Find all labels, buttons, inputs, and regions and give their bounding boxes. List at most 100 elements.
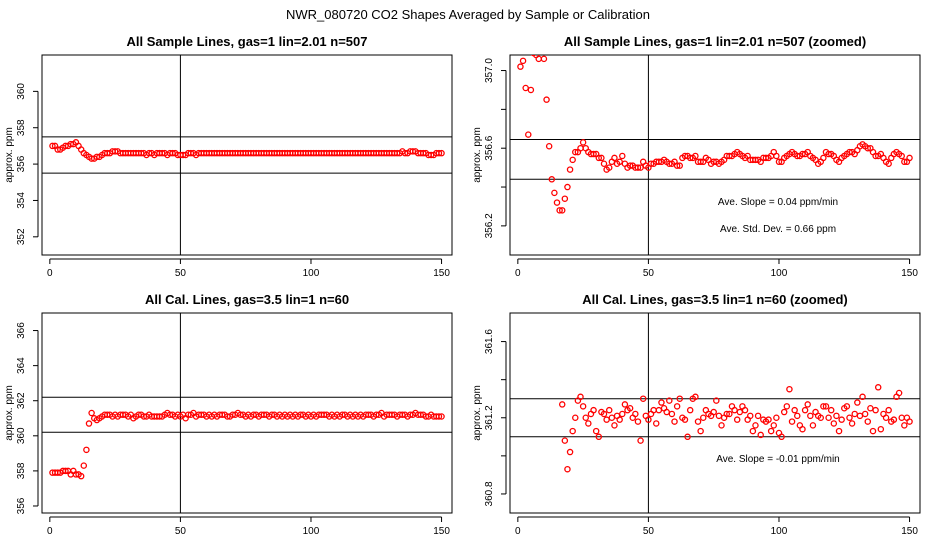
data-point <box>605 164 613 171</box>
data-point <box>637 164 644 171</box>
x-tick-label: 50 <box>175 526 187 537</box>
data-point <box>694 418 702 425</box>
data-point <box>794 152 801 160</box>
data-point <box>561 195 569 202</box>
data-point <box>890 416 898 423</box>
data-point <box>757 431 764 439</box>
y-tick-label: 356.2 <box>484 213 495 238</box>
data-point <box>83 446 90 454</box>
plot-frame <box>509 54 921 256</box>
x-tick-label: 150 <box>433 268 450 279</box>
data-point <box>885 160 892 167</box>
data-point <box>859 393 866 401</box>
y-axis-label: approx. ppm <box>472 127 483 183</box>
data-point <box>718 422 725 429</box>
data-point <box>435 149 443 157</box>
y-axis: 356.2 356.6 357.0 <box>484 58 507 238</box>
y-axis: 356 358 360 362 364 366 <box>16 322 39 514</box>
data-point <box>62 467 69 475</box>
data-point <box>754 412 762 420</box>
y-tick-label: 356 <box>16 155 27 172</box>
data-point <box>762 154 770 162</box>
x-tick-label: 0 <box>515 526 521 537</box>
data-point <box>820 154 827 162</box>
data-point <box>566 448 574 456</box>
data-point <box>569 427 576 435</box>
plot-frame <box>41 54 453 256</box>
annotation: Ave. Slope = -0.01 ppm/min <box>716 454 840 465</box>
data-point <box>668 410 676 418</box>
data-point <box>906 154 913 162</box>
data-point <box>765 416 772 423</box>
data-point <box>872 406 879 414</box>
panel-title: All Cal. Lines, gas=3.5 lin=1 n=60 <box>145 292 349 307</box>
y-axis: 352 354 356 358 360 <box>16 83 39 245</box>
data-point <box>861 410 869 418</box>
data-point <box>634 418 642 425</box>
data-point <box>616 416 623 423</box>
x-tick-label: 150 <box>901 268 918 279</box>
y-tick-label: 354 <box>16 192 27 209</box>
y-tick-label: 361.6 <box>484 329 495 354</box>
data-point <box>603 416 610 423</box>
data-point <box>595 433 603 441</box>
data-point <box>898 414 905 422</box>
data-point <box>822 403 830 410</box>
panel-title: All Sample Lines, gas=1 lin=2.01 n=507 <box>127 34 368 49</box>
data-point <box>801 406 809 414</box>
data-point <box>556 207 563 214</box>
data-point <box>545 143 553 150</box>
chart-panel-1: All Sample Lines, gas=1 lin=2.01 n=507 0 5… <box>4 34 453 279</box>
data-point <box>686 406 694 414</box>
data-point <box>569 156 576 164</box>
data-point <box>558 207 566 214</box>
data-point <box>752 156 759 164</box>
y-tick-label: 362 <box>16 392 27 409</box>
data-point <box>773 414 780 422</box>
y-tick-label: 358 <box>16 462 27 479</box>
data-point <box>723 410 731 418</box>
data-point <box>564 183 571 191</box>
data-point <box>608 414 616 422</box>
data-point <box>736 408 744 416</box>
data-point <box>799 425 806 433</box>
data-point <box>697 158 704 166</box>
data-point <box>778 433 785 441</box>
chart-panel-3: All Cal. Lines, gas=3.5 lin=1 n=60 0 50 100… <box>4 292 453 537</box>
data-point <box>582 414 589 422</box>
data-point <box>692 152 699 160</box>
data-point <box>77 472 85 480</box>
data-point <box>619 152 626 160</box>
y-tick-label: 352 <box>16 228 27 245</box>
chart-panel-4: All Cal. Lines, gas=3.5 lin=1 n=60 (zoom… <box>472 292 921 537</box>
data-point <box>872 152 879 160</box>
data-point <box>621 401 629 408</box>
data-point <box>877 425 885 433</box>
data-point <box>835 427 843 435</box>
data-point <box>572 148 579 156</box>
data-point <box>519 57 527 65</box>
data-point <box>639 395 647 402</box>
data-point <box>864 418 872 425</box>
data-point <box>655 158 663 166</box>
data-point <box>435 413 443 420</box>
y-axis: 360.8 361.2 361.6 <box>484 329 507 506</box>
data-point <box>898 152 905 160</box>
data-point <box>88 409 95 417</box>
x-tick-label: 150 <box>901 526 918 537</box>
data-point <box>650 406 657 414</box>
data-point <box>825 414 832 422</box>
x-axis: 0 50 100 150 <box>515 258 918 279</box>
data-point <box>647 160 655 167</box>
data-point <box>851 410 858 418</box>
data-point <box>540 55 548 63</box>
data-point <box>686 154 694 162</box>
data-point <box>673 162 681 169</box>
data-series <box>558 384 913 473</box>
data-point <box>848 420 856 427</box>
data-point <box>726 410 733 418</box>
data-point <box>864 144 872 152</box>
data-point <box>522 84 529 92</box>
plot-frame <box>41 312 453 514</box>
data-point <box>794 412 801 420</box>
